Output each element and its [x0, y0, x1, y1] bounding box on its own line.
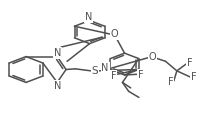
- Text: F: F: [168, 77, 173, 87]
- Text: N: N: [85, 12, 92, 22]
- Text: O: O: [149, 52, 156, 62]
- Text: N: N: [102, 63, 109, 73]
- Text: O: O: [110, 29, 118, 39]
- Text: F: F: [137, 70, 143, 80]
- Text: N: N: [54, 81, 62, 91]
- Text: N: N: [54, 48, 62, 58]
- Text: F: F: [111, 71, 116, 81]
- Text: S: S: [92, 66, 98, 76]
- Text: F: F: [187, 58, 193, 68]
- Text: F: F: [191, 72, 197, 82]
